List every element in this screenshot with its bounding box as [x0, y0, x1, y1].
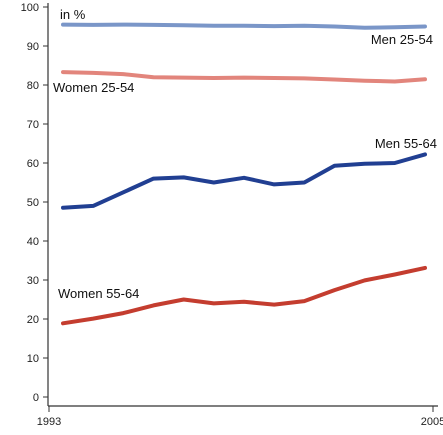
series-label-women-55-64: Women 55-64 — [58, 286, 139, 301]
y-ticks: 0 10 20 30 40 50 60 70 80 90 100 — [21, 2, 48, 404]
unit-label: in % — [60, 7, 86, 22]
y-tick-label: 100 — [21, 2, 39, 14]
x-tick-label: 2005 — [421, 416, 443, 428]
series-line-men-55-64 — [61, 152, 427, 210]
y-tick-label: 90 — [27, 41, 39, 53]
y-tick-label: 0 — [33, 392, 39, 404]
series-label-men-55-64: Men 55-64 — [375, 136, 437, 151]
x-tick-label: 1993 — [37, 416, 61, 428]
y-tick-label: 70 — [27, 119, 39, 131]
y-tick-label: 60 — [27, 158, 39, 170]
axes-layer — [47, 3, 438, 407]
y-tick-label: 10 — [27, 353, 39, 365]
y-tick-label: 20 — [27, 314, 39, 326]
x-ticks: 1993 2005 — [37, 406, 443, 428]
series-line-women-25-54 — [61, 70, 427, 84]
y-tick-label: 80 — [27, 80, 39, 92]
series-line-women-55-64 — [61, 265, 427, 326]
series-line-men-25-54 — [61, 22, 427, 30]
series-label-women-25-54: Women 25-54 — [53, 80, 134, 95]
y-tick-label: 40 — [27, 236, 39, 248]
series-labels: Men 25-54 Women 25-54 Men 55-64 Women 55-64 — [53, 32, 437, 301]
series-label-men-25-54: Men 25-54 — [371, 32, 433, 47]
y-tick-label: 50 — [27, 197, 39, 209]
series-lines — [61, 22, 427, 326]
y-tick-label: 30 — [27, 275, 39, 287]
